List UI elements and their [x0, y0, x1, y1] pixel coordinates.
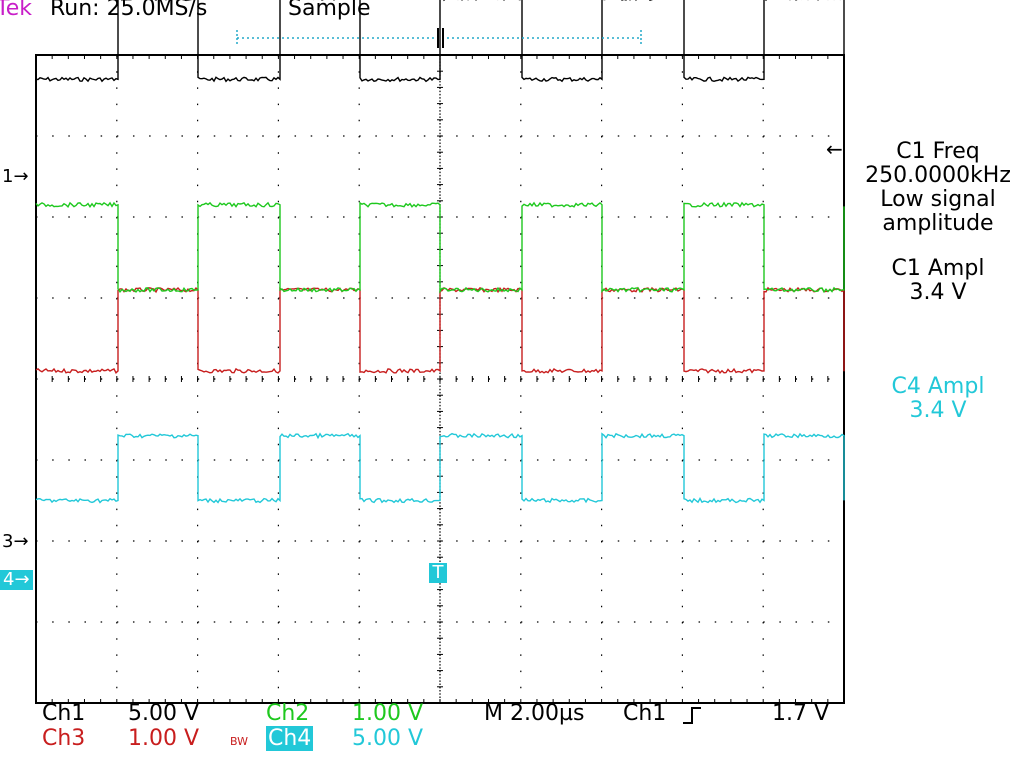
- ch2-scale: 1.00 V: [352, 701, 424, 726]
- trigger-position-bar: [236, 28, 642, 48]
- measurement-c4-ampl: C4 Ampl 3.4 V: [852, 375, 1024, 423]
- ch1-trace: [35, 0, 845, 83]
- measurement-title: C1 Freq: [896, 139, 980, 164]
- trigger-source: Ch1: [623, 701, 667, 726]
- trigger-level: 1.7 V: [772, 701, 830, 726]
- graticule: [35, 54, 845, 704]
- ch4-ground-marker: 4→: [0, 570, 33, 590]
- trigger-level-marker: ←: [826, 137, 843, 161]
- timebase: M 2.00µs: [484, 701, 585, 726]
- acquisition-mode: Sample: [288, 0, 371, 21]
- ch4-trace: [35, 432, 845, 504]
- ch3-label: Ch3: [42, 726, 86, 751]
- bandwidth-limit-mark: BW: [230, 735, 249, 748]
- rising-edge-icon: [683, 707, 701, 724]
- acquisition-status: Run: 25.0MS/s: [50, 0, 208, 21]
- ch4-label-text: Ch4: [266, 726, 314, 751]
- ch2-trace: [35, 201, 845, 294]
- measurement-title: C1 Ampl: [891, 256, 985, 281]
- brand-label: Tek: [0, 0, 32, 21]
- measurement-c1-ampl: C1 Ampl 3.4 V: [852, 257, 1024, 305]
- ch3-trace: [35, 286, 845, 375]
- ch1-ground-marker: 1→: [2, 166, 29, 187]
- measurement-value: 3.4 V: [909, 398, 967, 423]
- measurement-c1-freq: C1 Freq 250.0000kHz Low signal amplitude: [852, 140, 1024, 236]
- measurement-value: 250.0000kHz: [865, 163, 1011, 188]
- ch1-scale: 5.00 V: [128, 701, 200, 726]
- ch3-ground-marker: 3→: [2, 531, 29, 552]
- trigger-position-marker: T: [429, 563, 447, 583]
- ch3-scale: 1.00 V: [128, 726, 200, 751]
- ch2-label: Ch2: [266, 701, 310, 726]
- measurement-note: Low signal: [880, 187, 996, 212]
- measurement-value: 3.4 V: [909, 280, 967, 305]
- ch4-scale: 5.00 V: [352, 726, 424, 751]
- measurement-title: C4 Ampl: [891, 374, 985, 399]
- ch4-label: Ch4: [266, 726, 314, 751]
- waveform-traces: [35, 0, 845, 504]
- ch1-label: Ch1: [42, 701, 86, 726]
- measurement-note: amplitude: [882, 211, 994, 236]
